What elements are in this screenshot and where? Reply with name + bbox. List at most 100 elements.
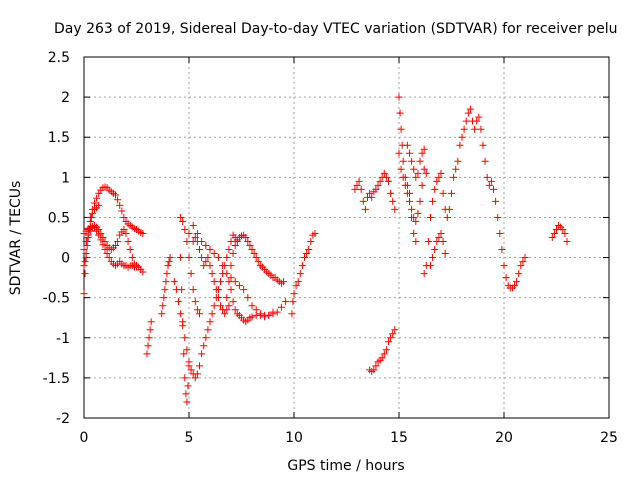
data-point: [112, 191, 119, 199]
data-point: [366, 189, 374, 197]
data-point: [177, 213, 185, 221]
data-point: [202, 334, 210, 342]
data-point: [208, 310, 216, 318]
data-point: [88, 209, 96, 217]
data-point: [184, 382, 192, 390]
data-point: [429, 197, 437, 205]
data-point: [179, 318, 187, 326]
data-point: [185, 362, 193, 370]
data-point: [118, 207, 126, 215]
data-point: [164, 262, 172, 270]
data-point: [389, 330, 397, 338]
data-point: [378, 354, 386, 362]
data-point: [437, 229, 445, 237]
data-point: [212, 286, 220, 294]
x-axis-label: GPS time / hours: [287, 458, 404, 474]
data-point: [145, 334, 153, 342]
data-point: [414, 209, 422, 217]
data-point: [387, 334, 395, 342]
data-point: [513, 278, 521, 286]
data-point: [183, 238, 191, 246]
data-point: [193, 370, 201, 378]
data-point: [193, 306, 201, 314]
data-point: [351, 185, 359, 193]
data-point: [441, 250, 449, 258]
x-tick-label: 5: [185, 430, 194, 446]
data-point: [181, 374, 189, 382]
data-point: [196, 362, 203, 370]
data-point: [521, 254, 529, 262]
data-point: [277, 303, 285, 311]
data-point: [374, 181, 382, 189]
data-point: [422, 169, 430, 177]
data-point: [187, 366, 195, 374]
data-point: [146, 326, 154, 334]
data-point: [382, 173, 390, 181]
data-point: [406, 149, 413, 157]
data-point: [223, 254, 231, 262]
data-point: [494, 213, 502, 221]
data-point: [116, 201, 124, 209]
data-point: [175, 298, 182, 306]
data-point: [214, 254, 222, 262]
data-point: [159, 302, 167, 310]
data-point: [93, 194, 101, 202]
data-point: [561, 229, 569, 237]
data-point: [225, 278, 233, 286]
data-point: [84, 234, 92, 241]
data-point: [183, 346, 191, 354]
data-point: [187, 270, 195, 278]
data-point: [242, 234, 250, 241]
data-point: [395, 149, 403, 157]
y-tick-label: 2.5: [48, 50, 70, 66]
data-point: [87, 213, 95, 221]
data-point: [200, 262, 208, 270]
data-point: [162, 278, 170, 286]
data-point: [414, 169, 422, 177]
data-points: [80, 93, 571, 406]
data-point: [103, 250, 111, 258]
data-point: [210, 278, 218, 286]
data-point: [443, 213, 451, 221]
data-point: [231, 242, 239, 250]
data-point: [397, 125, 405, 133]
data-point: [193, 229, 201, 237]
grid-lines: [84, 57, 609, 418]
data-point: [550, 229, 558, 237]
data-point: [191, 374, 199, 382]
data-point: [252, 254, 260, 262]
data-point: [265, 311, 273, 319]
data-point: [204, 254, 212, 262]
data-point: [185, 254, 193, 262]
data-point: [261, 313, 269, 321]
data-point: [435, 173, 443, 181]
data-point: [361, 205, 369, 213]
data-point: [353, 181, 361, 189]
data-point: [292, 282, 300, 290]
data-point: [183, 398, 191, 406]
data-point: [163, 270, 171, 278]
data-point: [427, 213, 434, 221]
y-tick-label: 1.5: [48, 130, 70, 146]
data-point: [301, 254, 308, 262]
data-point: [477, 125, 485, 133]
data-point: [240, 286, 248, 294]
data-point: [101, 246, 109, 254]
data-point: [114, 196, 122, 204]
y-tick-label: -1.5: [43, 371, 70, 387]
data-point: [160, 294, 168, 302]
data-point: [200, 342, 208, 350]
data-point: [471, 125, 479, 133]
data-point: [380, 169, 388, 177]
data-point: [416, 157, 424, 165]
data-point: [114, 238, 122, 246]
data-point: [372, 362, 380, 370]
data-point: [395, 93, 403, 101]
x-tick-label: 10: [285, 430, 303, 446]
data-point: [418, 149, 426, 157]
data-point: [196, 246, 203, 254]
data-point: [120, 213, 128, 221]
data-point: [82, 250, 90, 258]
data-point: [466, 105, 474, 113]
